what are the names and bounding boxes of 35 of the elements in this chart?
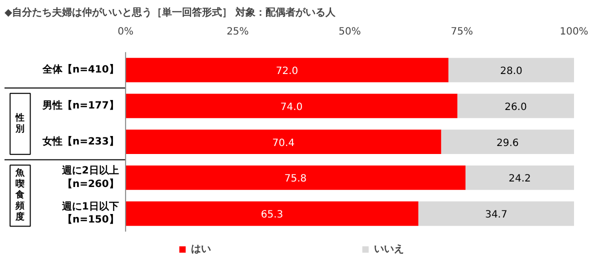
y-tick-label: 全体【n=410】 [41, 64, 119, 76]
legend-label: はい [191, 243, 211, 256]
y-tick-label: 女性【n=233】 [41, 135, 119, 148]
text: 性別 [14, 112, 25, 134]
bar [126, 94, 458, 118]
data-label: 75.8 [284, 174, 307, 185]
text: 魚喫食頻度 [14, 168, 26, 223]
chart-title: ◆自分たち夫婦は仲がいいと思う［単一回答形式］ 対象：配偶者がいる人 [4, 6, 337, 18]
bar [448, 58, 574, 82]
data-label: 72.0 [276, 66, 298, 78]
y-tick-label: 週に1日以下【n=150】 [60, 200, 119, 226]
data-label: 24.2 [508, 174, 531, 185]
data-label: 26.0 [504, 102, 527, 113]
data-label: 74.0 [280, 102, 303, 113]
x-tick-label: 0% [118, 26, 134, 38]
data-label: 28.0 [500, 66, 522, 78]
bar [126, 166, 466, 190]
y-tick-label: 男性【n=177】 [41, 99, 119, 112]
x-tick-label: 75% [450, 26, 474, 38]
bar [418, 201, 574, 226]
x-tick-label: 25% [226, 26, 249, 38]
bar [465, 166, 574, 190]
x-tick-label: 100% [560, 26, 588, 38]
bar [441, 130, 574, 154]
data-label: 65.3 [260, 210, 284, 221]
legend-label: いいえ [374, 243, 404, 256]
data-label: 29.6 [496, 138, 519, 149]
bar [457, 94, 574, 118]
y-tick-label: 週に2日以上【n=260】 [60, 164, 119, 190]
data-label: 34.7 [485, 210, 508, 221]
bar [126, 130, 442, 154]
bar [126, 58, 448, 82]
bar [126, 201, 418, 226]
x-tick-label: 50% [338, 26, 361, 38]
data-label: 70.4 [272, 138, 295, 149]
